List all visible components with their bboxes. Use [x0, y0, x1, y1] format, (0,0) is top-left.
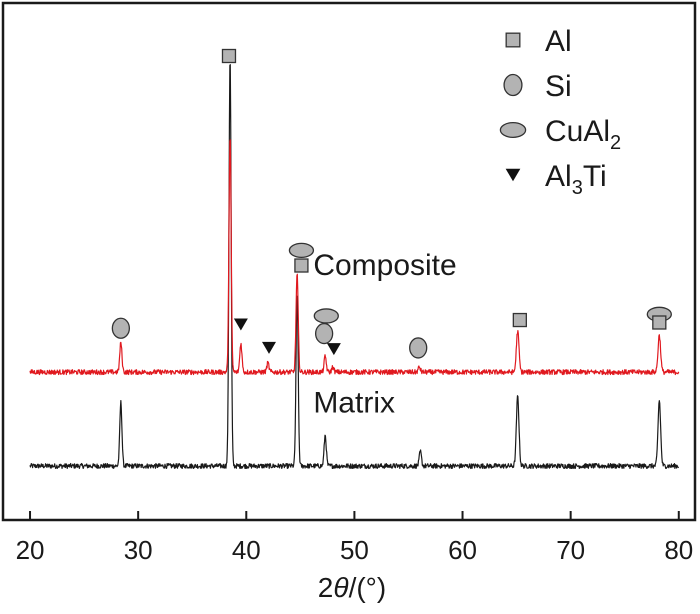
trace-composite	[29, 139, 680, 376]
series-label-composite: Composite	[313, 249, 456, 282]
ellipse-marker	[313, 308, 339, 324]
x-tick-label: 50	[340, 535, 369, 565]
series-label-matrix: Matrix	[313, 386, 395, 419]
trace-matrix	[29, 64, 680, 470]
legend-triangle-down-icon	[505, 168, 521, 182]
legend-item: Al3Ti	[505, 160, 607, 199]
legend-item: Si	[503, 70, 572, 103]
legend-label: Al3Ti	[545, 160, 607, 199]
x-tick-label: 30	[124, 535, 153, 565]
square-marker	[221, 48, 237, 64]
legend-item: Al	[505, 25, 572, 58]
circle-marker	[111, 317, 131, 339]
phase-markers	[111, 48, 672, 359]
triangle-down-marker	[261, 341, 276, 354]
square-marker	[652, 315, 667, 330]
x-tick-label: 60	[448, 535, 477, 565]
square-marker	[294, 258, 309, 273]
legend-square-icon	[505, 32, 521, 48]
legend-item: CuAl2	[499, 115, 621, 154]
x-tick-label: 70	[556, 535, 585, 565]
legend-label: Al	[545, 25, 572, 58]
traces	[29, 64, 680, 470]
legend-label: Si	[545, 70, 572, 103]
legend-label: CuAl2	[545, 115, 621, 154]
circle-marker	[314, 322, 334, 345]
triangle-down-marker	[233, 318, 248, 331]
x-tick-label: 40	[232, 535, 261, 565]
triangle-down-marker	[326, 343, 341, 356]
x-tick-label: 80	[664, 535, 693, 565]
square-marker	[512, 312, 527, 328]
circle-marker	[409, 337, 428, 359]
legend: Al Si CuAl2 Al3Ti	[499, 25, 621, 199]
series-labels: Composite Matrix	[313, 249, 456, 419]
legend-ellipse-icon	[499, 122, 527, 139]
legend-circle-icon	[503, 73, 523, 97]
x-tick-label: 20	[16, 535, 45, 565]
x-axis-ticks: 20 30 40 50 60 70 80	[16, 511, 693, 565]
x-axis-title: 2θ/(°)	[318, 572, 386, 603]
plot-frame	[1, 1, 697, 522]
ellipse-marker	[288, 242, 315, 258]
